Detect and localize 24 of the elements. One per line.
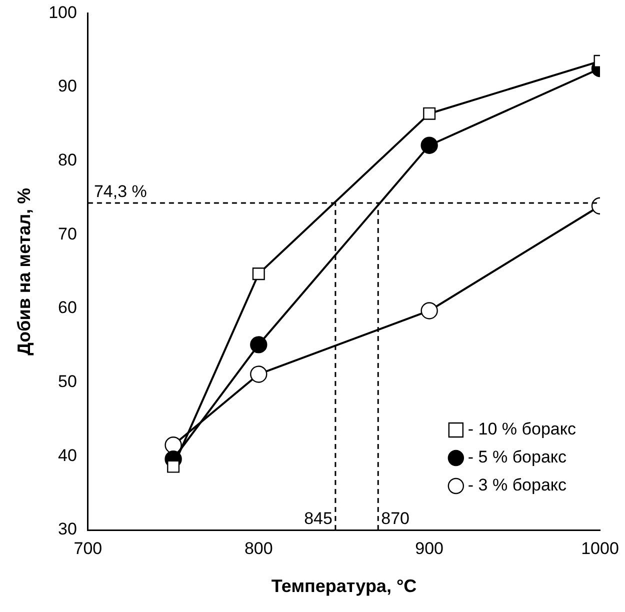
x-tick-label: 900 <box>415 538 444 558</box>
legend-label: - 3 % боракс <box>468 476 568 495</box>
ref-line-label: 74,3 % <box>94 182 147 202</box>
point <box>252 268 265 280</box>
ref-line-label: 870 <box>381 509 410 528</box>
point <box>250 336 268 354</box>
x-tick-label: 800 <box>244 538 273 558</box>
x-axis-title: Температура, °C <box>271 576 417 596</box>
ref-line-label: 845 <box>304 509 332 528</box>
y-tick-label: 30 <box>58 520 77 539</box>
y-axis-title: Добив на метал, % <box>14 188 34 356</box>
y-tick-label: 60 <box>58 298 77 318</box>
y-tick-label: 100 <box>48 2 77 22</box>
y-tick-label: 80 <box>58 150 77 170</box>
x-tick-label: 700 <box>74 538 102 558</box>
point <box>250 366 268 383</box>
y-tick-label: 90 <box>58 76 77 96</box>
y-tick-label: 50 <box>58 372 77 392</box>
legend-label: - 5 % боракс <box>468 448 568 467</box>
y-tick-label: 70 <box>58 224 77 244</box>
legend-label: - 10 % боракс <box>468 420 576 439</box>
x-tick-label: 1000 <box>581 538 619 558</box>
y-tick-label: 40 <box>58 446 77 465</box>
point <box>167 460 180 473</box>
